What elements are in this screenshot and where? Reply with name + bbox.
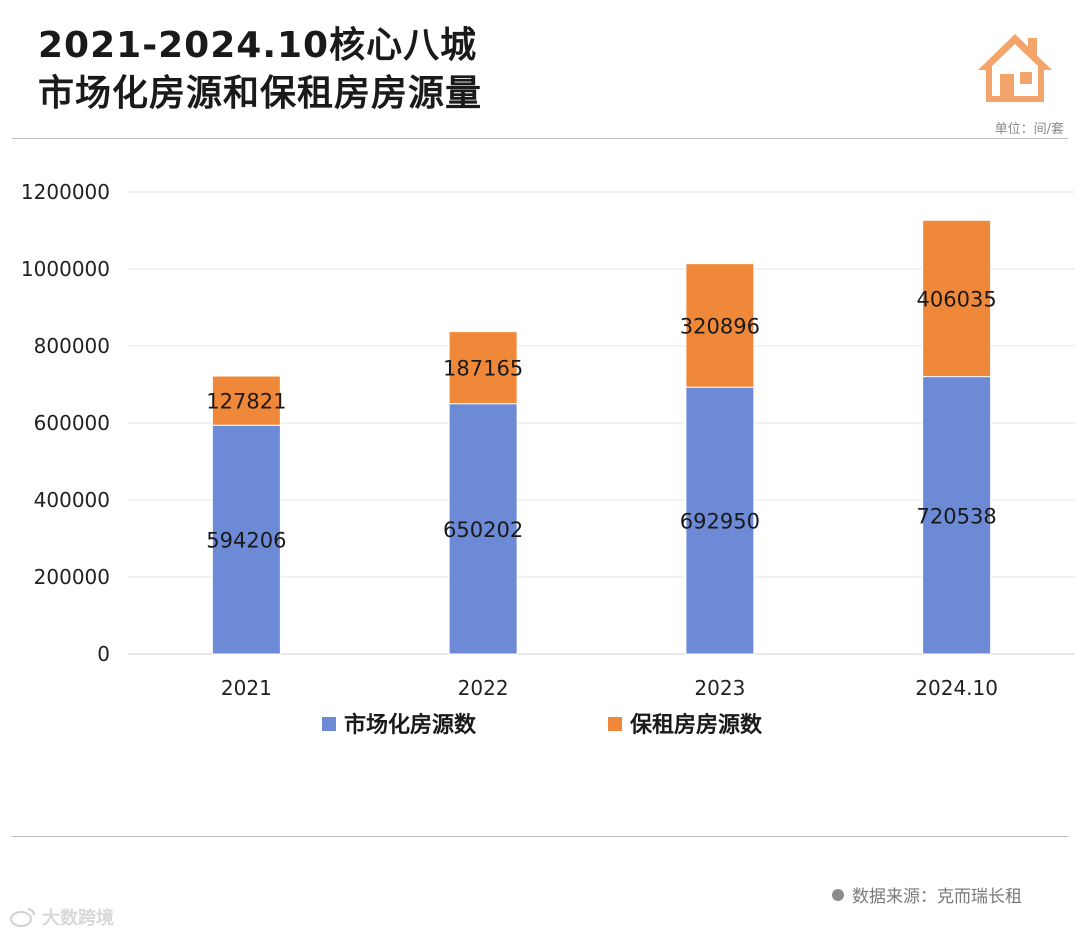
bottom-divider (12, 836, 1068, 837)
y-tick-label: 0 (97, 642, 110, 666)
watermark: 大数跨境 (10, 904, 114, 930)
x-tick-label: 2021 (221, 676, 272, 700)
title-line-2: 市场化房源和保租房房源量 (38, 73, 483, 114)
weibo-icon (10, 908, 35, 927)
data-label: 127821 (206, 390, 286, 414)
house-icon (978, 34, 1052, 102)
bar-market (922, 376, 992, 655)
data-label: 406035 (917, 287, 997, 311)
y-tick-label: 400000 (34, 488, 110, 512)
chart-title: 2021-2024.10核心八城 市场化房源和保租房房源量 (38, 22, 482, 118)
data-label: 720538 (917, 504, 997, 528)
bar-rental (448, 331, 518, 405)
bar-rental (685, 263, 755, 388)
legend-swatch-rental (608, 717, 622, 731)
watermark-text: 大数跨境 (42, 908, 114, 929)
bar-rental (211, 375, 281, 426)
legend-label-market: 市场化房源数 (344, 712, 477, 738)
unit-label: 单位：间/套 (994, 122, 1064, 137)
source-note: 数据来源：克而瑞长租 (832, 882, 1022, 907)
y-tick-label: 200000 (34, 565, 110, 589)
y-tick-label: 600000 (34, 411, 110, 435)
top-divider (12, 138, 1068, 139)
stacked-bar-chart: 0 200000 400000 600000 800000 1000000 1200000 5… (21, 180, 1075, 738)
x-tick-label: 2023 (694, 676, 745, 700)
x-tick-label: 2024.10 (915, 676, 998, 700)
x-tick-label: 2022 (458, 676, 509, 700)
bar-market (448, 403, 518, 655)
title-line-1: 2021-2024.10核心八城 (38, 25, 478, 66)
data-label: 187165 (443, 357, 523, 381)
y-tick-label: 1000000 (21, 257, 110, 281)
data-label: 320896 (680, 314, 760, 338)
bar-market (685, 386, 755, 655)
data-label: 650202 (443, 518, 523, 542)
data-label: 594206 (206, 529, 286, 553)
bullet-dot-icon (832, 888, 844, 901)
data-label: 692950 (680, 510, 760, 534)
source-text: 数据来源：克而瑞长租 (852, 887, 1022, 907)
bar-rental (922, 219, 992, 378)
legend-swatch-market (322, 717, 336, 731)
y-tick-label: 800000 (34, 334, 110, 358)
y-tick-label: 1200000 (21, 180, 110, 204)
legend-label-rental: 保租房房源数 (629, 712, 763, 738)
